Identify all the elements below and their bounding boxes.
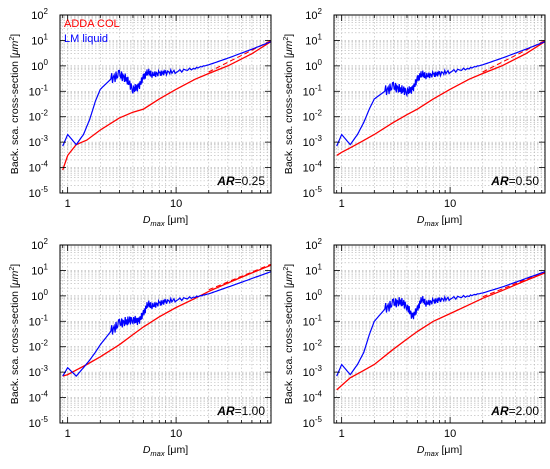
x-axis-label: Dmax [μm] bbox=[143, 214, 188, 228]
y-tick-label: 10-2 bbox=[29, 339, 49, 354]
y-tick-label: 10-3 bbox=[303, 134, 323, 149]
y-axis-label: Back. sca. cross-section [μm2] bbox=[9, 34, 21, 174]
x-tick-label: 10 bbox=[170, 198, 182, 210]
series-lm-liquid bbox=[336, 41, 546, 147]
x-tick-label: 1 bbox=[65, 198, 71, 210]
legend-entry-adda-col: ADDA COL bbox=[64, 18, 120, 30]
series-lm-liquid bbox=[336, 271, 546, 377]
series-lm-liquid bbox=[62, 41, 272, 147]
y-tick-label: 10-3 bbox=[303, 364, 323, 379]
y-tick-label: 100 bbox=[305, 58, 322, 73]
y-tick-label: 10-5 bbox=[29, 185, 49, 200]
aspect-ratio-label: AR=2.00 bbox=[490, 404, 539, 418]
panel-2: 1 10 10-5 10-4 10-3 10-2 10-1 100 101 102 Back. sc… bbox=[283, 7, 546, 228]
series-adda-col bbox=[336, 272, 546, 391]
series-adda-col bbox=[336, 41, 546, 156]
y-tick-label: 102 bbox=[31, 237, 48, 252]
y-tick-label: 10-3 bbox=[29, 134, 49, 149]
y-tick-label: 10-1 bbox=[303, 83, 323, 98]
y-tick-label: 10-1 bbox=[29, 313, 49, 328]
y-tick-label: 100 bbox=[31, 288, 48, 303]
x-axis-label: Dmax [μm] bbox=[417, 444, 462, 458]
x-axis-label: Dmax [μm] bbox=[143, 444, 188, 458]
y-tick-label: 10-4 bbox=[303, 160, 323, 175]
grid bbox=[334, 245, 545, 424]
x-tick-label: 1 bbox=[65, 428, 71, 440]
y-tick-label: 10-1 bbox=[303, 313, 323, 328]
y-tick-label: 102 bbox=[305, 237, 322, 252]
x-tick-label: 10 bbox=[444, 428, 456, 440]
x-tick-label: 1 bbox=[339, 198, 345, 210]
y-tick-label: 101 bbox=[31, 32, 48, 47]
y-tick-label: 10-1 bbox=[29, 83, 49, 98]
aspect-ratio-label: AR=1.00 bbox=[216, 404, 265, 418]
y-tick-label: 102 bbox=[31, 7, 48, 22]
legend: ADDA COL LM liquid bbox=[64, 18, 120, 45]
y-tick-label: 10-5 bbox=[303, 415, 323, 430]
y-tick-label: 10-2 bbox=[303, 339, 323, 354]
panel-4: 1 10 10-5 10-4 10-3 10-2 10-1 100 101 102 Back. sc… bbox=[283, 237, 546, 458]
y-axis-label: Back. sca. cross-section [μm2] bbox=[9, 264, 21, 404]
aspect-ratio-label: AR=0.25 bbox=[216, 174, 265, 188]
legend-entry-lm-liquid: LM liquid bbox=[64, 33, 108, 45]
y-tick-label: 100 bbox=[31, 58, 48, 73]
y-tick-label: 10-4 bbox=[303, 390, 323, 405]
y-tick-label: 102 bbox=[305, 7, 322, 22]
x-tick-label: 10 bbox=[170, 428, 182, 440]
y-tick-label: 10-2 bbox=[29, 109, 49, 124]
series-adda-col bbox=[62, 41, 272, 171]
series-lm-liquid bbox=[62, 271, 272, 378]
grid bbox=[60, 15, 271, 194]
y-tick-label: 10-4 bbox=[29, 390, 49, 405]
y-tick-label: 100 bbox=[305, 288, 322, 303]
x-tick-label: 1 bbox=[339, 428, 345, 440]
grid bbox=[334, 15, 545, 194]
y-tick-label: 10-3 bbox=[29, 364, 49, 379]
y-tick-label: 101 bbox=[31, 262, 48, 277]
series-adda-col-fit bbox=[482, 271, 546, 298]
panel-1: 1 10 10-5 10-4 10-3 10-2 10-1 100 101 102 Back. sc… bbox=[9, 7, 272, 228]
y-tick-label: 101 bbox=[305, 32, 322, 47]
series-adda-col bbox=[62, 264, 272, 377]
y-tick-label: 10-4 bbox=[29, 160, 49, 175]
y-tick-label: 10-5 bbox=[303, 185, 323, 200]
panel-3: 1 10 10-5 10-4 10-3 10-2 10-1 100 101 102 Back. sc… bbox=[9, 237, 272, 458]
x-tick-label: 10 bbox=[444, 198, 456, 210]
y-axis-label: Back. sca. cross-section [μm2] bbox=[283, 264, 295, 404]
series-adda-col-fit bbox=[208, 263, 272, 291]
y-tick-label: 101 bbox=[305, 262, 322, 277]
y-tick-label: 10-2 bbox=[303, 109, 323, 124]
grid bbox=[60, 245, 271, 424]
y-axis-label: Back. sca. cross-section [μm2] bbox=[283, 34, 295, 174]
aspect-ratio-label: AR=0.50 bbox=[490, 174, 539, 188]
y-tick-label: 10-5 bbox=[29, 415, 49, 430]
x-axis-label: Dmax [μm] bbox=[417, 214, 462, 228]
